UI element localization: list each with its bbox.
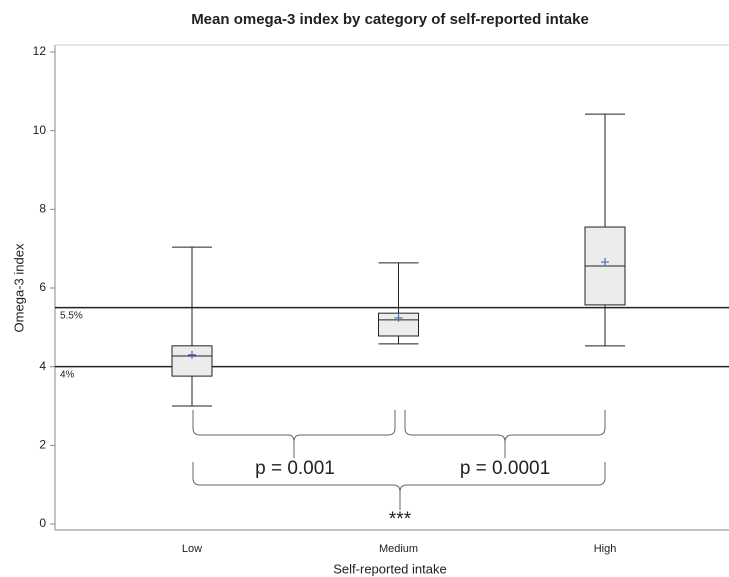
y-tick-label: 0 (39, 516, 46, 530)
annotation: p = 0.001 (255, 458, 335, 479)
reference-label: 4% (60, 369, 75, 380)
box (378, 312, 419, 337)
y-tick-label: 8 (39, 202, 46, 216)
mean-marker (188, 350, 196, 359)
y-axis-label: Omega-3 index (11, 243, 26, 332)
x-tick-label: Low (182, 543, 202, 555)
brace (192, 410, 396, 458)
box (171, 345, 213, 377)
reference-label: 5.5% (60, 310, 83, 321)
annotation: *** (389, 509, 412, 530)
x-tick-label: High (594, 543, 617, 555)
x-tick-label: Medium (379, 543, 418, 555)
y-tick-label: 12 (33, 44, 47, 58)
y-tick-label: 4 (39, 359, 46, 373)
y-tick-label: 10 (33, 123, 47, 137)
y-tick-label: 6 (39, 280, 46, 294)
annotation: p = 0.0001 (460, 458, 550, 479)
mean-marker (394, 313, 403, 322)
mean-marker (601, 258, 609, 267)
brace (404, 410, 606, 458)
y-tick-label: 2 (39, 438, 46, 452)
chart-title: Mean omega-3 index by category of self-r… (191, 11, 589, 28)
x-axis-label: Self-reported intake (333, 561, 446, 576)
brace (192, 462, 606, 510)
